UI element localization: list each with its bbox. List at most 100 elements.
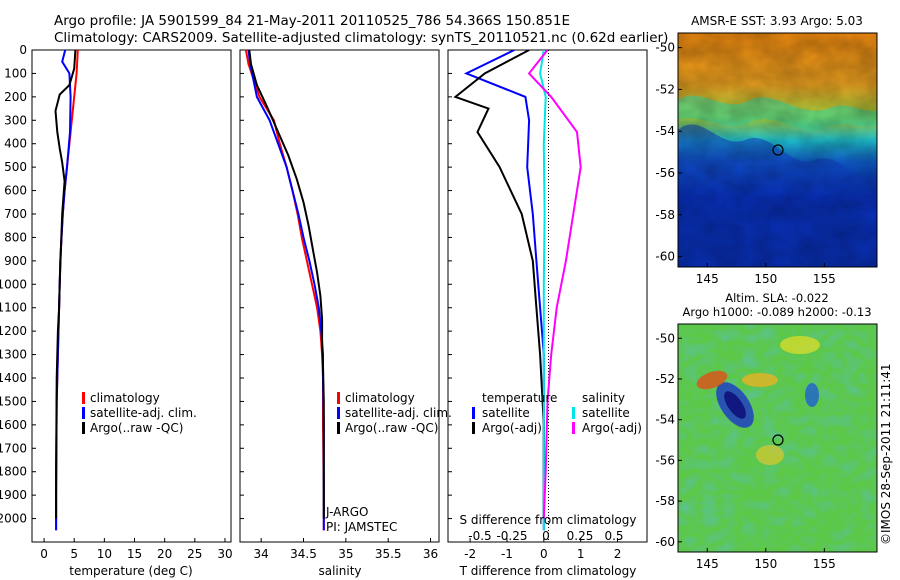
temperature-legend: climatology satellite-adj. clim. Argo(..…: [82, 391, 197, 435]
sla-high-band: [742, 373, 778, 387]
x2-tick-label: -0.25: [496, 529, 527, 543]
y-tick-label: 1400: [0, 371, 27, 385]
lat-tick-label: -56: [655, 453, 675, 467]
x-tick-label: 25: [187, 547, 202, 561]
lon-tick-label: 150: [754, 557, 777, 571]
sla-lat-ticks: -50 -52 -54 -56 -58 -60: [655, 331, 682, 549]
lat-tick-label: -50: [655, 41, 675, 55]
sst-lat-ticks: -50 -52 -54 -56 -58 -60: [655, 41, 682, 264]
x-tick-label: 36: [423, 547, 438, 561]
project-label: J-ARGO: [325, 505, 368, 519]
legend-swatch-satellite: [337, 407, 340, 419]
sla-map-subtitle: Argo h1000: -0.089 h2000: -0.13: [682, 305, 871, 319]
lat-tick-label: -54: [655, 124, 675, 138]
x-tick-label: -2: [464, 547, 476, 561]
series-line-1: [453, 50, 545, 519]
x-tick-label: 2: [614, 547, 622, 561]
lat-tick-label: -60: [655, 535, 675, 549]
y-tick-label: 700: [4, 207, 27, 221]
series-line-0: [244, 50, 325, 531]
lon-tick-label: 145: [696, 557, 719, 571]
legend-swatch-argo: [82, 422, 85, 434]
t-difference-xlabel: T difference from climatology: [459, 564, 637, 578]
legend-swatch-t-argo: [472, 422, 475, 434]
x2-tick-label: 0.25: [567, 529, 594, 543]
lat-tick-label: -58: [655, 494, 675, 508]
difference-axes: [447, 49, 648, 543]
sla-heatmap: [678, 324, 877, 552]
legend-swatch-climatology: [82, 392, 85, 404]
series-line-2: [539, 50, 547, 531]
y-tick-label: 1200: [0, 324, 27, 338]
x2-tick-label: 0: [542, 529, 550, 543]
lon-tick-label: 150: [754, 272, 777, 286]
y-tick-label: 1100: [0, 301, 27, 315]
salinity-axes: [239, 49, 440, 543]
salinity-xlabel: salinity: [318, 564, 361, 578]
y-tick-label: 1300: [0, 348, 27, 362]
y-tick-label: 300: [4, 113, 27, 127]
t-difference-ticks: -2 -1 0 1 2: [464, 538, 621, 561]
y-tick-label: 200: [4, 90, 27, 104]
x-tick-label: 10: [97, 547, 112, 561]
x-tick-label: 0: [540, 547, 548, 561]
lon-tick-label: 155: [813, 557, 836, 571]
sla-map-frame: [677, 323, 878, 553]
legend-argo: Argo(..raw -QC): [345, 421, 438, 435]
legend-argo: Argo(..raw -QC): [90, 421, 183, 435]
y-tick-label: 900: [4, 254, 27, 268]
sla-low-core: [724, 391, 746, 419]
temperature-lines: [54, 50, 79, 531]
legend-temperature-heading: temperature: [482, 391, 557, 405]
x2-tick-label: -0.5: [468, 529, 491, 543]
sla-texture: [678, 324, 877, 552]
y-tick-label: 1500: [0, 394, 27, 408]
legend-salinity-heading: salinity: [582, 391, 625, 405]
lat-tick-label: -60: [655, 250, 675, 264]
sst-lon-ticks: 145 150 155: [696, 263, 836, 286]
y-tick-label: 800: [4, 230, 27, 244]
lat-tick-label: -50: [655, 331, 675, 345]
y-tick-label: 0: [19, 43, 27, 57]
x-tick-label: 35.5: [375, 547, 402, 561]
lon-tick-label: 145: [696, 272, 719, 286]
pi-label: PI: JAMSTEC: [326, 520, 397, 534]
temperature-panel: 0100200300400500600700800900100011001200…: [0, 43, 452, 578]
x-tick-label: 15: [127, 547, 142, 561]
temperature-axes: [31, 49, 232, 543]
salinity-ticks: 34 34.5 35 35.5 36: [254, 538, 438, 561]
sst-heatmap: [678, 33, 877, 267]
x2-tick-label: 0.5: [604, 529, 623, 543]
sst-map-title: AMSR-E SST: 3.93 Argo: 5.03: [691, 14, 863, 28]
legend-climatology: climatology: [90, 391, 160, 405]
y-tick-label: 1000: [0, 277, 27, 291]
y-tick-label: 100: [4, 66, 27, 80]
sla-map-panel: Altim. SLA: -0.022 Argo h1000: -0.089 h2…: [655, 291, 878, 571]
sst-map-panel: AMSR-E SST: 3.93 Argo: 5.03 145 150 155 -5…: [655, 14, 878, 286]
lat-tick-label: -54: [655, 413, 675, 427]
s-difference-label: S difference from climatology: [460, 513, 637, 527]
legend-s-argo: Argo(-adj): [582, 421, 642, 435]
sla-high-south: [756, 445, 784, 465]
legend-swatch-argo: [337, 422, 340, 434]
x-tick-label: 20: [157, 547, 172, 561]
argo-position-marker: [772, 434, 784, 446]
lat-tick-label: -52: [655, 372, 675, 386]
legend-s-satellite: satellite: [582, 406, 630, 420]
y-tick-label: 500: [4, 160, 27, 174]
series-line-2: [54, 50, 77, 519]
sla-map-title: Altim. SLA: -0.022: [725, 291, 829, 305]
difference-lines: [453, 50, 582, 531]
series-line-0: [463, 50, 545, 531]
temperature-xlabel: temperature (deg C): [69, 564, 192, 578]
lat-tick-label: -58: [655, 208, 675, 222]
legend-climatology: climatology: [345, 391, 415, 405]
legend-swatch-s-argo: [572, 422, 575, 434]
climatology-subtitle: Climatology: CARS2009. Satellite-adjuste…: [54, 30, 668, 46]
series-line-1: [55, 50, 72, 531]
difference-panel: -2 -1 0 1 2 -0.5 -0.25 0 0.25 0.5 T difference f…: [447, 49, 648, 578]
x-tick-label: 5: [70, 547, 78, 561]
sla-high-eddy: [696, 370, 728, 390]
legend-t-satellite: satellite: [482, 406, 530, 420]
